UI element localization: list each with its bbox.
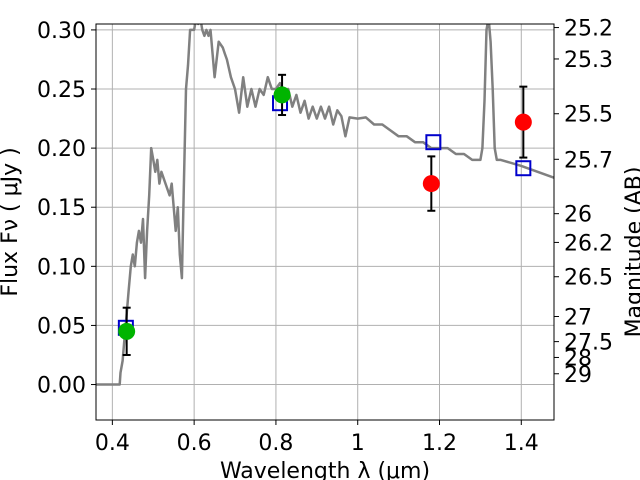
plot-frame [95, 23, 555, 421]
photometry-point [514, 113, 532, 131]
right-tick-label: 28 [564, 346, 592, 371]
axes: 0.4 0.6 0.8 1 1.2 1.4 0.00 0.05 0.10 0.15 0.20 0.25… [37, 17, 613, 456]
photometry-layer [117, 73, 532, 356]
y-tick-label: 0.05 [37, 314, 86, 339]
x-axis-label: Wavelength λ (μm) [220, 459, 430, 480]
right-tick-label: 25.3 [564, 48, 613, 73]
y-axis-label: Flux Fν ( μJy ) [0, 147, 23, 296]
x-tick-label: 0.8 [258, 431, 293, 456]
x-tick-label: 0.4 [95, 431, 130, 456]
y-tick-label: 0.30 [37, 19, 86, 44]
model-line-layer [96, 24, 554, 386]
x-tick-label: 1.2 [422, 431, 457, 456]
model-photometry-square [515, 160, 532, 177]
y-tick-label: 0.00 [37, 374, 86, 399]
x-tick-label: 1 [351, 431, 365, 456]
x-tick-label: 1.4 [504, 431, 539, 456]
right-tick-label: 26.5 [564, 266, 613, 291]
right-tick-label: 25.5 [564, 103, 613, 128]
right-axis-label: Magnitude (AB) [622, 167, 640, 338]
y-tick-label: 0.25 [37, 78, 86, 103]
right-tick-label: 27.5 [564, 331, 613, 356]
right-tick-label: 26.2 [564, 231, 613, 256]
photometry-point [118, 322, 136, 340]
right-tick-label: 25.7 [564, 148, 613, 173]
y-tick-label: 0.15 [37, 196, 86, 221]
right-tick-label: 25.2 [564, 17, 613, 42]
right-tick-label: 26 [564, 203, 592, 228]
right-tick-label: 27 [564, 306, 592, 331]
y-tick-label: 0.20 [37, 137, 86, 162]
x-tick-label: 0.6 [177, 431, 212, 456]
photometry-point [422, 175, 440, 193]
y-tick-label: 0.10 [37, 255, 86, 280]
model-sed-line [96, 24, 554, 386]
right-tick-label: 29 [564, 363, 592, 388]
model-photometry-square [425, 134, 442, 151]
photometry-point [273, 86, 291, 104]
